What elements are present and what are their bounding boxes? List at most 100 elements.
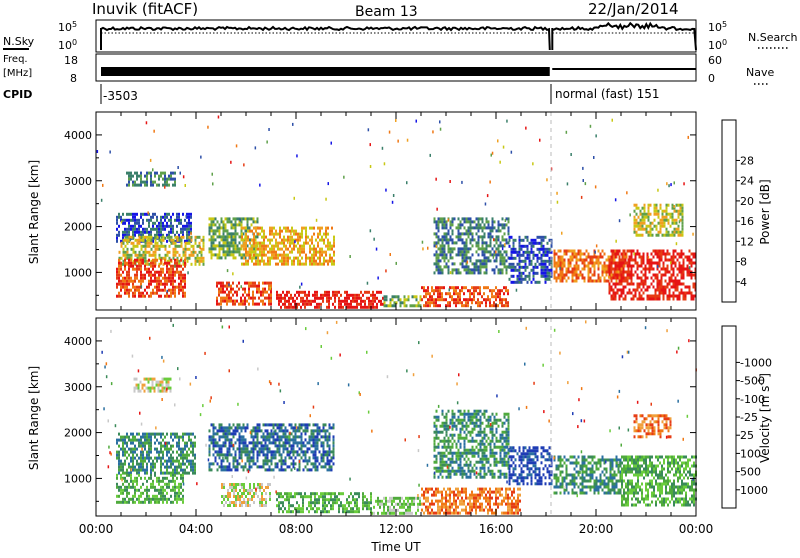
power-cell xyxy=(504,243,506,246)
power-cell xyxy=(138,222,140,225)
power-cell xyxy=(395,119,397,122)
power-cell xyxy=(227,235,229,238)
power-cell xyxy=(578,268,580,271)
power-cell xyxy=(164,181,166,184)
velocity-cell xyxy=(148,387,150,390)
power-cell xyxy=(264,288,266,291)
velocity-cell xyxy=(253,450,255,453)
power-cell xyxy=(682,204,684,207)
power-cell xyxy=(438,235,440,238)
power-cell xyxy=(637,298,639,301)
velocity-cell xyxy=(227,438,229,441)
power-cell xyxy=(268,294,270,297)
power-cell xyxy=(297,236,299,239)
power-cell xyxy=(460,226,462,229)
power-cell xyxy=(222,282,224,285)
velocity-cell xyxy=(247,450,249,453)
power-cell xyxy=(615,283,617,286)
velocity-cell xyxy=(251,447,253,450)
velocity-cell xyxy=(164,472,166,475)
velocity-cell xyxy=(164,489,166,492)
velocity-cell xyxy=(217,429,219,432)
power-cell xyxy=(124,219,126,222)
power-cell xyxy=(342,306,344,309)
velocity-cell xyxy=(134,457,136,460)
power-cell xyxy=(619,265,621,268)
velocity-cell xyxy=(275,444,277,447)
power-cell xyxy=(281,242,283,245)
velocity-cell xyxy=(283,450,285,453)
power-cell xyxy=(327,233,329,236)
power-cell xyxy=(182,274,184,277)
power-cell xyxy=(511,266,513,269)
power-cell xyxy=(527,257,529,260)
power-cell xyxy=(253,217,255,220)
power-cell xyxy=(275,233,277,236)
velocity-cell xyxy=(311,429,313,432)
power-cell xyxy=(646,231,648,234)
power-cell xyxy=(160,228,162,231)
power-cell xyxy=(448,259,450,262)
power-cell xyxy=(683,262,685,265)
power-cell xyxy=(470,217,472,220)
power-cell xyxy=(641,289,643,292)
velocity-cell xyxy=(289,423,291,426)
power-cell xyxy=(346,303,348,306)
power-cell xyxy=(236,144,238,147)
power-cell xyxy=(186,225,188,228)
power-cell xyxy=(664,216,666,219)
power-cell xyxy=(321,239,323,242)
velocity-cell xyxy=(182,474,184,477)
power-cell xyxy=(270,291,272,294)
velocity-cell xyxy=(285,441,287,444)
power-cell xyxy=(176,268,178,271)
power-cell xyxy=(128,231,130,234)
power-cell xyxy=(639,277,641,280)
power-cell xyxy=(485,203,487,206)
power-cell xyxy=(665,256,667,259)
power-cell xyxy=(459,301,461,304)
power-cell xyxy=(539,263,541,266)
velocity-cell xyxy=(237,423,239,426)
power-cell xyxy=(291,260,293,263)
power-cell xyxy=(227,232,229,235)
power-cell xyxy=(145,260,147,263)
velocity-cell xyxy=(132,442,134,445)
velocity-cell xyxy=(124,463,126,466)
power-cell xyxy=(372,306,374,309)
power-cell xyxy=(547,248,549,251)
power-cell xyxy=(685,256,687,259)
power-cell xyxy=(509,263,511,266)
velocity-cell xyxy=(120,486,122,489)
power-cell xyxy=(237,232,239,235)
power-cell xyxy=(680,234,682,237)
power-cell xyxy=(653,250,655,253)
velocity-cell xyxy=(188,454,190,457)
velocity-cell xyxy=(132,495,134,498)
power-cell xyxy=(653,256,655,259)
power-cell xyxy=(257,254,259,257)
power-cell xyxy=(647,262,649,265)
velocity-cell xyxy=(124,489,126,492)
power-cell xyxy=(233,256,235,259)
velocity-cell xyxy=(215,444,217,447)
power-cell xyxy=(491,289,493,292)
power-cell xyxy=(201,251,203,254)
power-cell xyxy=(223,223,225,226)
velocity-cell xyxy=(192,433,194,436)
power-cell xyxy=(358,297,360,300)
power-cell xyxy=(146,231,148,234)
power-cell xyxy=(458,253,460,256)
velocity-cell xyxy=(128,466,130,469)
power-cell xyxy=(442,217,444,220)
power-cell xyxy=(150,231,152,234)
velocity-cell xyxy=(120,469,122,472)
velocity-cell xyxy=(257,453,259,456)
power-cell xyxy=(634,231,636,234)
power-cell xyxy=(225,250,227,253)
power-cell xyxy=(130,219,132,222)
power-cell xyxy=(284,303,286,306)
power-cell xyxy=(317,242,319,245)
power-cell xyxy=(633,274,635,277)
power-cell xyxy=(615,256,617,259)
